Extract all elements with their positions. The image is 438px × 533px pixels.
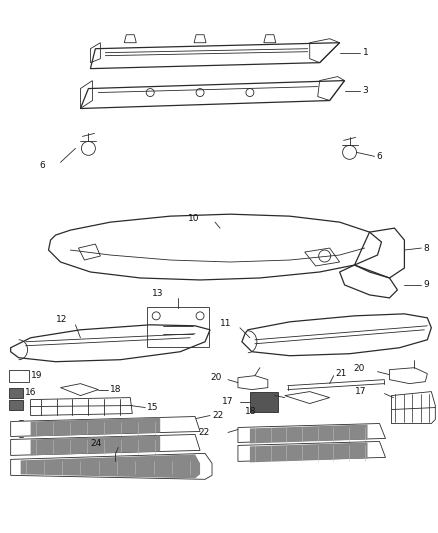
Polygon shape [250, 442, 367, 462]
Text: 16: 16 [25, 388, 36, 397]
Text: 19: 19 [31, 371, 42, 380]
Text: 20: 20 [353, 364, 364, 373]
Text: 8: 8 [424, 244, 429, 253]
Polygon shape [21, 455, 200, 478]
Text: 20: 20 [210, 373, 221, 382]
Text: 18: 18 [110, 385, 122, 394]
Text: 9: 9 [424, 280, 429, 289]
Polygon shape [9, 400, 23, 409]
Text: 11: 11 [220, 319, 232, 328]
Text: 1: 1 [363, 48, 368, 57]
Text: 13: 13 [152, 289, 164, 298]
Text: 18: 18 [245, 407, 256, 416]
Polygon shape [250, 392, 278, 411]
Text: 17: 17 [222, 397, 233, 406]
Text: 17: 17 [355, 387, 367, 396]
Polygon shape [250, 424, 367, 443]
Text: 6: 6 [40, 161, 46, 170]
Polygon shape [31, 435, 160, 455]
Text: 22: 22 [198, 428, 209, 437]
Text: 15: 15 [147, 403, 159, 412]
Text: 3: 3 [363, 86, 368, 95]
Text: 22: 22 [212, 411, 223, 420]
Text: 10: 10 [188, 214, 200, 223]
Text: 12: 12 [56, 316, 67, 324]
Text: 6: 6 [377, 152, 382, 161]
Polygon shape [9, 387, 23, 398]
Text: 21: 21 [336, 369, 347, 378]
Polygon shape [31, 417, 160, 437]
Text: 24: 24 [90, 439, 102, 448]
